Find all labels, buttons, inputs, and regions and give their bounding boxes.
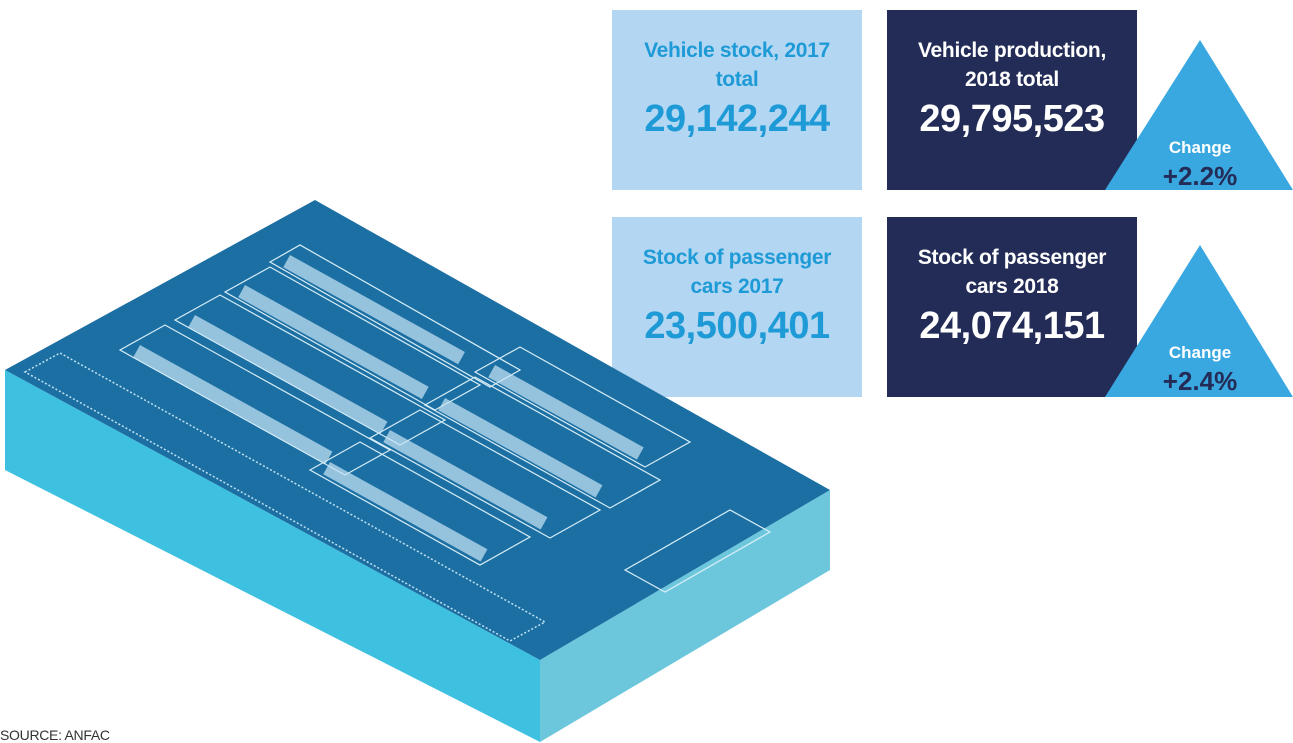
stat-label: Vehicle stock, 2017 total <box>630 36 844 94</box>
stat-label: Stock of passenger cars 2018 <box>905 243 1119 301</box>
stat-label: Stock of passenger cars 2017 <box>630 243 844 301</box>
stat-value: 24,074,151 <box>905 301 1119 351</box>
lot-right-side <box>540 490 830 742</box>
cars <box>133 255 643 562</box>
stat-box: Vehicle production, 2018 total 29,795,52… <box>887 10 1137 190</box>
stat-label: Vehicle production, 2018 total <box>905 36 1119 94</box>
lot-left-side <box>5 370 540 742</box>
change-label: Change <box>1169 343 1231 362</box>
stat-box: Stock of passenger cars 2017 23,500,401 <box>612 217 862 397</box>
lot-fence <box>25 353 545 641</box>
source: SOURCE: ANFAC <box>0 727 110 743</box>
change-value: +2.4% <box>1163 366 1237 396</box>
stat-box: Vehicle stock, 2017 total 29,142,244 <box>612 10 862 190</box>
stat-value: 23,500,401 <box>630 301 844 351</box>
change-label: Change <box>1169 138 1231 157</box>
page: Change +2.2% Change +2.4% Vehicle stock,… <box>0 0 1293 742</box>
stat-value: 29,142,244 <box>630 94 844 144</box>
change-value: +2.2% <box>1163 161 1237 191</box>
stat-box: Stock of passenger cars 2018 24,074,151 <box>887 217 1137 397</box>
stat-value: 29,795,523 <box>905 94 1119 144</box>
